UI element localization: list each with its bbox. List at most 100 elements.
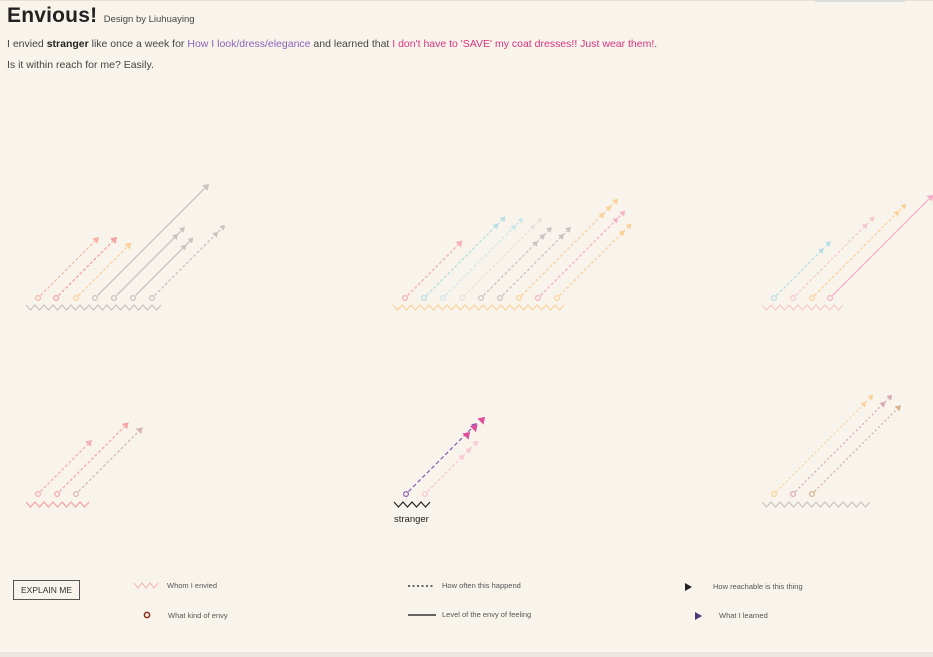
g1-a7-line xyxy=(154,228,222,296)
legend-often: How often this happend xyxy=(406,580,521,590)
g2-a8-line xyxy=(540,214,622,296)
explain-me-button[interactable]: EXPLAIN ME xyxy=(13,580,80,600)
g1-a4-origin xyxy=(91,295,98,302)
g2-a7-head-2 xyxy=(598,212,605,219)
g3-a2-head xyxy=(868,216,875,223)
intro-text-start: I envied xyxy=(7,38,47,50)
g1-a3-head xyxy=(124,242,132,250)
page-title: Envious! xyxy=(7,4,98,27)
intro-reach-sentence: Is it within reach for me? Easily. xyxy=(7,59,154,71)
g5-a1-line xyxy=(408,426,474,492)
g3-a4-line xyxy=(832,198,930,296)
intro-thing: How I look/dress/elegance xyxy=(187,38,311,50)
g4-a2-line xyxy=(59,426,125,492)
g1-a3-line xyxy=(78,246,128,296)
g3-a3-line xyxy=(814,207,903,296)
g4-a1-head xyxy=(84,440,92,448)
g1-a5-origin xyxy=(110,295,117,302)
g6-a1-head xyxy=(867,394,874,401)
g2-a2-head xyxy=(499,216,506,223)
circle-icon xyxy=(143,611,151,619)
g4-a2-head xyxy=(121,422,129,430)
legend-reachable: How reachable is this thing xyxy=(682,580,803,592)
purple-triangle-icon xyxy=(695,612,702,620)
intro-person: stranger xyxy=(46,38,89,50)
legend-reachable-label: How reachable is this thing xyxy=(713,581,803,591)
g2-a1-line xyxy=(407,244,459,296)
g3-a4-head xyxy=(926,194,933,202)
g1-a6-line xyxy=(135,240,191,296)
group4-zigzag xyxy=(25,501,90,508)
g2-a1-origin xyxy=(402,295,409,302)
g2-a8-origin xyxy=(534,295,541,302)
g2-a9-head xyxy=(625,223,632,230)
g3-a1-head-1 xyxy=(817,248,824,255)
g6-a3-origin xyxy=(808,491,815,498)
g1-a2-line xyxy=(58,240,114,296)
g1-a6-head-1 xyxy=(180,244,187,251)
legend-whom: Whom I envied xyxy=(133,580,217,590)
g2-a3-head xyxy=(517,217,524,224)
g2-a9-origin xyxy=(553,295,560,302)
page-header: Envious! Design by Liuhuaying xyxy=(7,4,195,28)
g2-a6-head xyxy=(565,227,571,233)
g3-a3-origin xyxy=(808,295,815,302)
g3-a2-line xyxy=(795,219,872,296)
g1-a6-origin xyxy=(130,295,137,302)
intro-sentence: I envied stranger like once a week for H… xyxy=(7,38,657,50)
g2-a5-line xyxy=(483,230,549,296)
g3-a1-line xyxy=(776,244,828,296)
g1-a5-head xyxy=(179,227,185,233)
g5-a2-head xyxy=(472,440,479,447)
g6-a3-line xyxy=(814,408,898,492)
g1-a6-head xyxy=(187,237,194,244)
design-credit: Design by Liuhuaying xyxy=(103,14,195,25)
legend-level-label: Level of the envy of feeling xyxy=(442,609,532,619)
g6-a3-head xyxy=(894,405,901,412)
window-top-border xyxy=(0,0,933,1)
window-top-tab-edge xyxy=(815,0,905,2)
g2-a5-head-2 xyxy=(532,241,538,247)
g3-a3-head-1 xyxy=(893,210,900,217)
g3-a1-origin xyxy=(770,295,777,302)
g6-a1-origin xyxy=(770,491,777,498)
g2-a9-head-1 xyxy=(618,230,625,237)
g1-a5-head-1 xyxy=(172,234,178,240)
g3-a2-origin xyxy=(789,295,796,302)
g1-a7-origin xyxy=(149,295,156,302)
g5-head-1 xyxy=(469,424,478,433)
g3-a2-head-1 xyxy=(861,223,868,230)
g4-a3-origin xyxy=(72,491,79,498)
g1-a1-origin xyxy=(34,295,41,302)
g1-a1-line xyxy=(40,240,96,296)
legend-kind: What kind of envy xyxy=(140,609,228,621)
g2-a1-head xyxy=(455,240,463,248)
solid-line-icon xyxy=(408,614,436,616)
g4-a1-line xyxy=(40,444,88,492)
g2-a7-head xyxy=(612,198,619,205)
g5-a2-head-2 xyxy=(458,454,465,461)
legend-whom-label: Whom I envied xyxy=(167,580,218,590)
g5-a1-origin xyxy=(403,491,410,498)
g6-a2-head-1 xyxy=(879,401,886,408)
g2-a3-origin xyxy=(440,295,447,302)
intro-lesson: I don't have to 'SAVE' my coat dresses!!… xyxy=(392,38,655,50)
g1-a1-head xyxy=(92,236,100,244)
g6-a1-line xyxy=(776,398,870,492)
g2-a3-line xyxy=(445,221,520,296)
legend-level: Level of the envy of feeling xyxy=(406,609,531,619)
g2-a9-line xyxy=(559,226,629,296)
intro-text-end: . xyxy=(654,38,658,50)
g1-a4-head xyxy=(202,183,210,191)
g2-a8-head xyxy=(619,210,626,217)
group1-zigzag xyxy=(25,304,162,311)
g2-a6-head-1 xyxy=(558,234,564,240)
g4-a1-origin xyxy=(34,491,41,498)
g2-a2-origin xyxy=(421,295,428,302)
g5-a2-origin xyxy=(422,491,429,498)
g2-a5-origin xyxy=(478,295,485,302)
g3-a4-origin xyxy=(826,295,833,302)
g2-a6-line xyxy=(502,230,568,296)
intro-text-mid1: like once a week for xyxy=(88,38,188,50)
